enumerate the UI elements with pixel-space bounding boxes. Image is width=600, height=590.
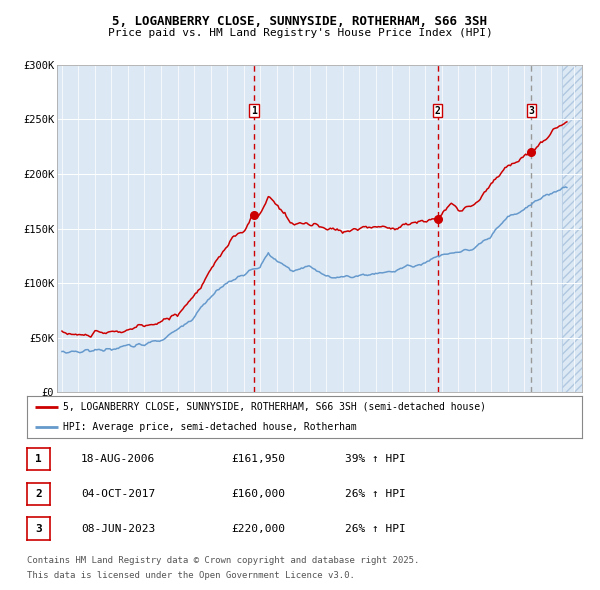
Text: 26% ↑ HPI: 26% ↑ HPI <box>345 489 406 499</box>
Text: 2: 2 <box>434 106 440 116</box>
Text: 18-AUG-2006: 18-AUG-2006 <box>81 454 155 464</box>
Text: 5, LOGANBERRY CLOSE, SUNNYSIDE, ROTHERHAM, S66 3SH (semi-detached house): 5, LOGANBERRY CLOSE, SUNNYSIDE, ROTHERHA… <box>63 402 486 412</box>
Bar <box>562 65 582 392</box>
Text: 3: 3 <box>529 106 535 116</box>
Text: 04-OCT-2017: 04-OCT-2017 <box>81 489 155 499</box>
Text: 39% ↑ HPI: 39% ↑ HPI <box>345 454 406 464</box>
Text: 2: 2 <box>35 489 42 499</box>
Bar <box>562 65 582 392</box>
Text: 5, LOGANBERRY CLOSE, SUNNYSIDE, ROTHERHAM, S66 3SH: 5, LOGANBERRY CLOSE, SUNNYSIDE, ROTHERHA… <box>113 15 487 28</box>
Text: Price paid vs. HM Land Registry's House Price Index (HPI): Price paid vs. HM Land Registry's House … <box>107 28 493 38</box>
Text: Contains HM Land Registry data © Crown copyright and database right 2025.: Contains HM Land Registry data © Crown c… <box>27 556 419 565</box>
Text: £160,000: £160,000 <box>231 489 285 499</box>
Text: 3: 3 <box>35 524 42 533</box>
Text: 1: 1 <box>35 454 42 464</box>
Text: HPI: Average price, semi-detached house, Rotherham: HPI: Average price, semi-detached house,… <box>63 422 357 432</box>
Text: 26% ↑ HPI: 26% ↑ HPI <box>345 524 406 533</box>
Text: £220,000: £220,000 <box>231 524 285 533</box>
Text: This data is licensed under the Open Government Licence v3.0.: This data is licensed under the Open Gov… <box>27 571 355 579</box>
Text: 08-JUN-2023: 08-JUN-2023 <box>81 524 155 533</box>
Text: £161,950: £161,950 <box>231 454 285 464</box>
Text: 1: 1 <box>251 106 257 116</box>
